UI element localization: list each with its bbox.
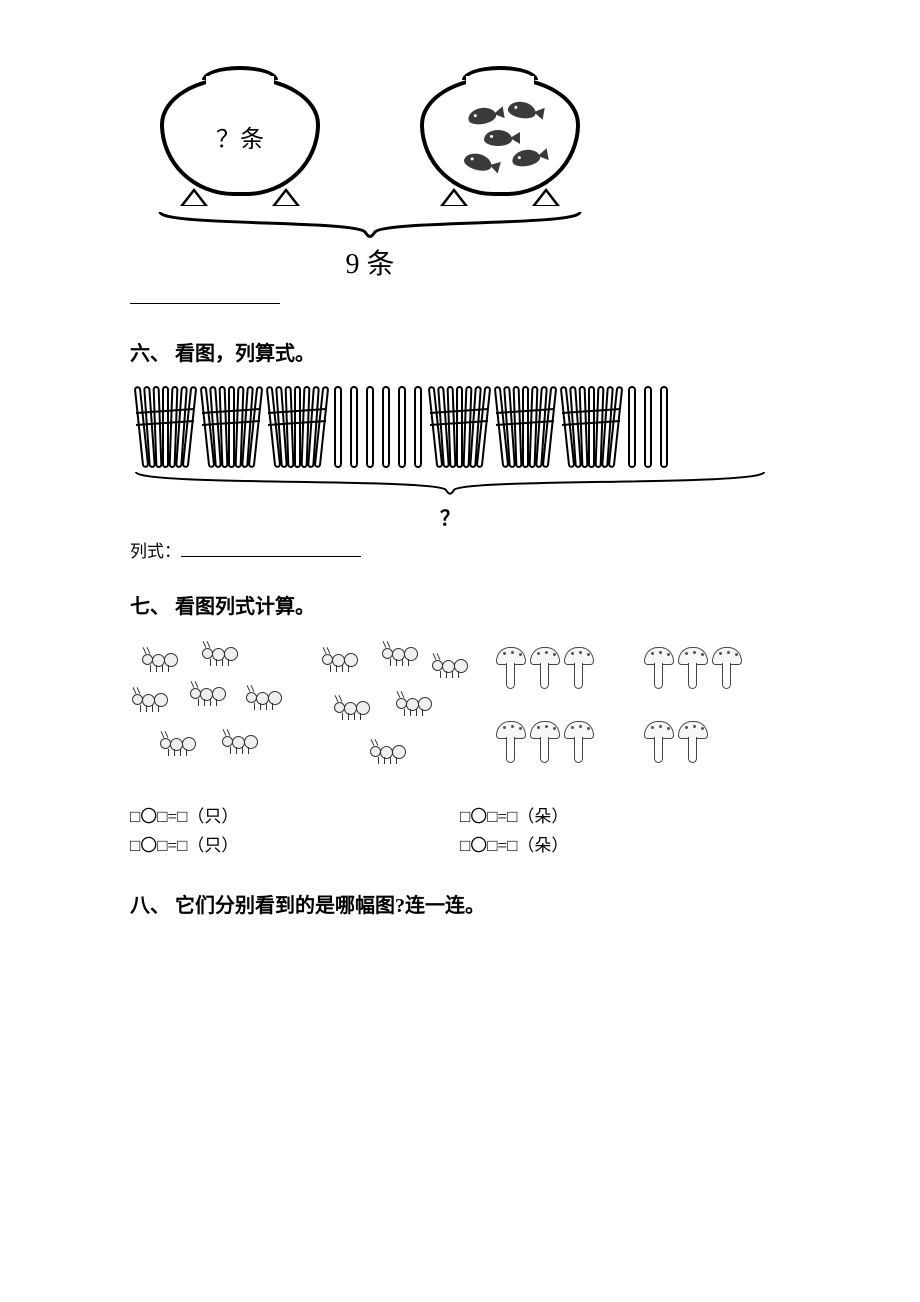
section-7-heading: 七、 看图列式计算。 bbox=[130, 590, 800, 619]
ants-right-group bbox=[310, 641, 480, 791]
lieshi-label: 列式： bbox=[130, 542, 181, 561]
fish-icon bbox=[467, 106, 497, 127]
single-stick-icon bbox=[414, 386, 422, 468]
single-stick-icon bbox=[628, 386, 636, 468]
equations-ants: □〇□=□（只） □〇□=□（只） bbox=[130, 803, 430, 861]
mushroom-icon bbox=[564, 721, 594, 765]
single-stick-icon bbox=[382, 386, 390, 468]
single-stick-icon bbox=[334, 386, 342, 468]
ant-icon bbox=[322, 649, 360, 669]
brace-under-bowls bbox=[156, 210, 584, 240]
single-stick-icon bbox=[660, 386, 668, 468]
ants-left-group bbox=[130, 641, 300, 791]
ant-icon bbox=[396, 693, 434, 713]
fishbowl-left: ？条 bbox=[150, 70, 330, 210]
ant-icon bbox=[190, 683, 228, 703]
single-stick-icon bbox=[644, 386, 652, 468]
equation-line[interactable]: □〇□=□（朵） bbox=[460, 803, 760, 832]
ant-icon bbox=[202, 643, 240, 663]
stick-bundle-icon bbox=[134, 380, 196, 468]
answer-blank[interactable] bbox=[130, 290, 800, 309]
fishbowl-row: ？条 bbox=[130, 70, 610, 210]
sticks-question-mark: ？ bbox=[130, 502, 770, 531]
brace-under-sticks bbox=[132, 470, 768, 496]
mushroom-icon bbox=[678, 721, 708, 765]
mushroom-icon bbox=[644, 721, 674, 765]
equation-line[interactable]: □〇□=□（只） bbox=[130, 832, 430, 861]
equations-mushrooms: □〇□=□（朵） □〇□=□（朵） bbox=[460, 803, 760, 861]
mushroom-icon bbox=[712, 647, 742, 691]
mushroom-icon bbox=[644, 647, 674, 691]
equation-prompt: 列式： bbox=[130, 537, 800, 562]
ant-icon bbox=[160, 733, 198, 753]
mushroom-icon bbox=[496, 647, 526, 691]
fish-container bbox=[420, 76, 580, 196]
single-stick-icon bbox=[398, 386, 406, 468]
section-7-figure bbox=[130, 641, 800, 791]
mushroom-icon bbox=[530, 647, 560, 691]
stick-bundle-icon bbox=[200, 380, 262, 468]
ant-icon bbox=[132, 689, 170, 709]
fishbowl-right bbox=[410, 70, 590, 210]
fish-icon bbox=[462, 151, 493, 174]
ant-icon bbox=[382, 643, 420, 663]
fishbowl-figure: ？条 9 条 bbox=[130, 70, 610, 282]
sticks-figure: ？ bbox=[130, 380, 770, 531]
single-stick-icon bbox=[366, 386, 374, 468]
equation-line[interactable]: □〇□=□（只） bbox=[130, 803, 430, 832]
section-8-heading: 八、 它们分别看到的是哪幅图?连一连。 bbox=[130, 889, 800, 918]
stick-bundle-icon bbox=[266, 380, 328, 468]
fishbowl-total-label: 9 条 bbox=[130, 242, 610, 282]
equation-line[interactable]: □〇□=□（朵） bbox=[460, 832, 760, 861]
mushroom-icon bbox=[530, 721, 560, 765]
single-stick-icon bbox=[350, 386, 358, 468]
stick-bundle-icon bbox=[428, 380, 490, 468]
fish-icon bbox=[507, 100, 537, 121]
section-6-heading: 六、 看图，列算式。 bbox=[130, 337, 800, 366]
mushroom-icon bbox=[678, 647, 708, 691]
brace-icon bbox=[132, 470, 768, 496]
equations-row: □〇□=□（只） □〇□=□（只） □〇□=□（朵） □〇□=□（朵） bbox=[130, 803, 800, 861]
fishbowl-left-label: ？条 bbox=[216, 119, 264, 154]
ant-icon bbox=[246, 687, 284, 707]
fish-icon bbox=[511, 148, 541, 169]
ant-icon bbox=[370, 741, 408, 761]
mushroom-icon bbox=[496, 721, 526, 765]
sticks-row bbox=[130, 380, 770, 468]
fish-icon bbox=[484, 130, 512, 146]
ant-icon bbox=[334, 697, 372, 717]
mushroom-icon bbox=[564, 647, 594, 691]
ant-icon bbox=[432, 655, 470, 675]
mushroom-group bbox=[496, 641, 776, 791]
ant-icon bbox=[142, 649, 180, 669]
brace-icon bbox=[156, 210, 584, 240]
worksheet-page: ？条 9 条 六、 看图，列算式。 ？ 列式： bbox=[0, 0, 920, 992]
stick-bundle-icon bbox=[494, 380, 556, 468]
equation-blank[interactable] bbox=[181, 543, 361, 557]
ant-icon bbox=[222, 731, 260, 751]
stick-bundle-icon bbox=[560, 380, 622, 468]
